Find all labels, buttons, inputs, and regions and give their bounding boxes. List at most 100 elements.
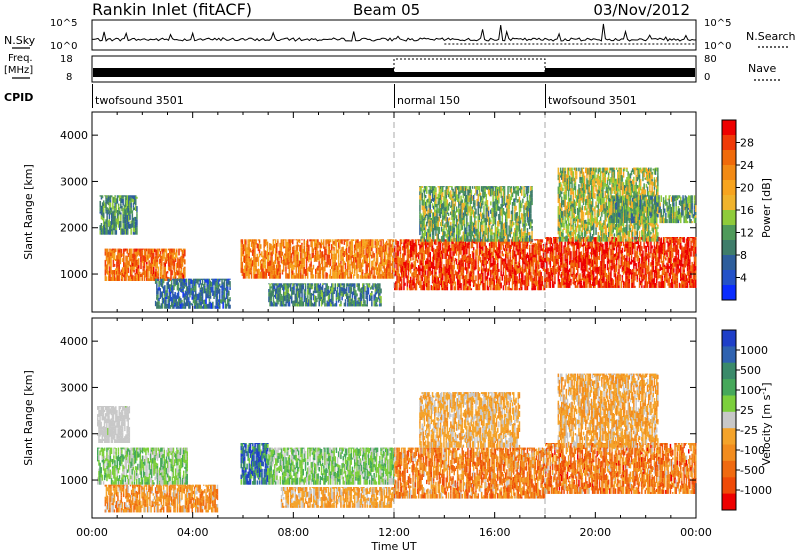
range-gate-cell [131, 279, 133, 281]
range-gate-cell [513, 274, 515, 281]
range-gate-cell [144, 248, 147, 251]
range-gate-cell [321, 299, 324, 305]
range-gate-cell [463, 285, 466, 291]
range-gate-cell [356, 268, 358, 276]
range-gate-cell [342, 272, 344, 279]
range-gate-cell [149, 268, 152, 276]
range-gate-cell [175, 269, 178, 276]
range-gate-cell [521, 248, 523, 255]
range-gate-cell [598, 278, 601, 281]
range-gate-cell [100, 212, 103, 216]
range-gate-cell [495, 238, 498, 242]
range-gate-cell [101, 202, 104, 210]
range-gate-cell [467, 255, 469, 258]
range-gate-cell [497, 236, 499, 239]
range-gate-cell [124, 219, 127, 224]
range-gate-cell [353, 261, 356, 268]
range-gate-cell [320, 299, 323, 307]
range-gate-cell [258, 273, 261, 276]
range-gate-cell [359, 292, 362, 300]
range-gate-cell [155, 268, 157, 272]
range-gate-cell [289, 239, 292, 247]
range-gate-cell [287, 264, 289, 269]
range-gate-cell [458, 279, 460, 286]
range-gate-cell [461, 199, 463, 203]
range-gate-cell [529, 258, 531, 265]
range-gate-cell [427, 264, 429, 271]
range-gate-cell [333, 259, 335, 262]
range-gate-cell [474, 218, 476, 225]
range-gate-cell [442, 287, 444, 291]
range-gate-cell [295, 272, 297, 279]
range-gate-cell [280, 256, 283, 264]
range-gate-cell [125, 269, 127, 275]
range-gate-cell [258, 253, 261, 258]
range-gate-cell [111, 248, 114, 252]
range-gate-cell [143, 251, 146, 256]
range-gate-cell [581, 273, 584, 278]
range-gate-cell [328, 258, 331, 266]
range-gate-cell [418, 271, 420, 275]
range-gate-cell [451, 186, 453, 188]
range-gate-cell [359, 270, 362, 273]
range-gate-cell [558, 251, 561, 256]
range-gate-cell [423, 227, 426, 230]
range-gate-cell [464, 240, 467, 244]
range-gate-cell [120, 272, 123, 279]
range-gate-cell [357, 274, 359, 279]
range-gate-cell [279, 283, 282, 286]
range-gate-cell [486, 186, 489, 188]
range-gate-cell [452, 244, 454, 252]
range-gate-cell [546, 248, 548, 255]
range-gate-cell [281, 295, 284, 301]
range-gate-cell [167, 278, 169, 282]
noise-line [91, 23, 697, 42]
range-gate-cell [458, 198, 460, 202]
range-gate-cell [438, 226, 441, 235]
range-gate-cell [272, 293, 275, 296]
range-gate-cell [464, 186, 467, 188]
range-gate-cell [492, 287, 494, 291]
range-gate-cell [486, 207, 489, 212]
range-gate-cell [301, 297, 303, 301]
range-gate-cell [366, 297, 368, 305]
range-gate-cell [569, 248, 571, 253]
range-gate-cell [177, 298, 180, 302]
range-gate-cell [375, 239, 378, 242]
range-gate-cell [366, 249, 368, 254]
range-gate-cell [395, 252, 397, 258]
range-gate-cell [257, 268, 260, 276]
range-gate-cell [488, 285, 491, 288]
range-gate-cell [133, 232, 136, 235]
range-gate-cell [456, 230, 459, 236]
range-gate-cell [245, 244, 247, 248]
range-gate-cell [406, 286, 409, 291]
range-gate-cell [430, 189, 433, 194]
range-gate-cell [561, 277, 563, 281]
range-gate-cell [258, 275, 261, 279]
range-gate-cell [285, 246, 287, 251]
range-gate-cell [119, 195, 121, 198]
range-gate-cell [601, 275, 603, 279]
range-gate-cell [258, 242, 261, 250]
range-gate-cell [562, 253, 564, 257]
range-gate-cell [428, 200, 430, 205]
range-gate-cell [540, 242, 542, 245]
range-gate-cell [100, 205, 103, 213]
range-gate-cell [482, 273, 484, 277]
range-gate-cell [563, 249, 565, 254]
range-gate-cell [371, 293, 373, 296]
range-gate-cell [533, 254, 536, 258]
range-gate-cell [492, 246, 494, 253]
range-gate-cell [426, 213, 428, 216]
range-gate-cell [450, 211, 452, 216]
range-gate-cell [361, 259, 364, 265]
range-gate-cell [566, 281, 569, 288]
range-gate-cell [494, 218, 497, 225]
range-gate-cell [442, 243, 444, 247]
range-gate-cell [114, 268, 117, 275]
range-gate-cell [494, 198, 497, 207]
range-gate-cell [468, 272, 470, 279]
range-gate-cell [413, 275, 415, 279]
range-gate-cell [448, 281, 451, 284]
